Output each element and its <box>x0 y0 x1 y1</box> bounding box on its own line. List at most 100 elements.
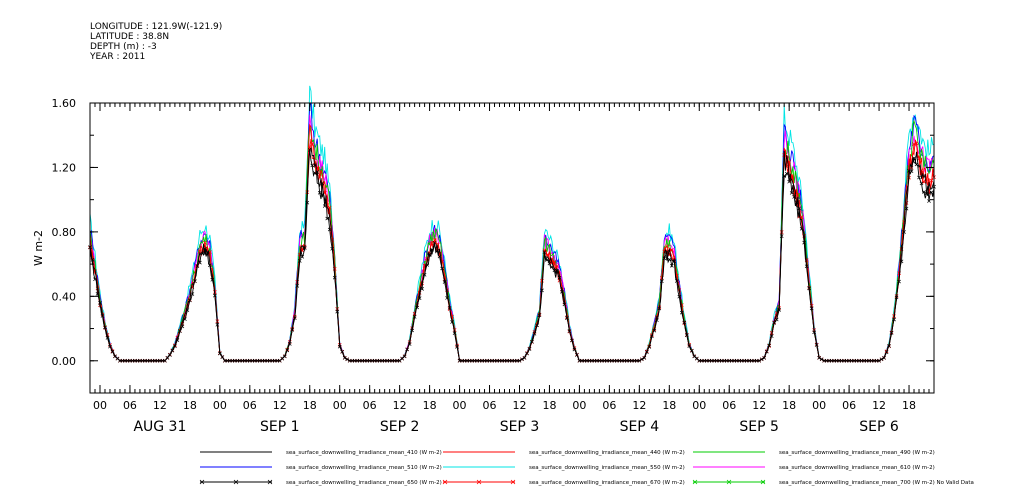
series-marker <box>689 348 694 353</box>
series-marker <box>919 181 924 186</box>
series-marker <box>555 269 559 273</box>
series-marker <box>220 355 225 360</box>
series-marker <box>797 206 802 211</box>
series-marker <box>812 330 816 335</box>
series-marker <box>168 353 172 357</box>
series-marker <box>188 298 192 303</box>
series-marker <box>445 296 449 300</box>
series-marker <box>530 339 534 344</box>
series-marker <box>652 328 657 333</box>
legend-marker <box>233 479 239 485</box>
series-marker <box>929 178 934 183</box>
series-marker <box>804 264 809 269</box>
series-marker <box>637 358 642 363</box>
legend-marker <box>692 479 698 485</box>
series-marker <box>647 345 652 349</box>
series-marker <box>757 358 762 363</box>
series-marker <box>200 251 205 256</box>
series-marker <box>819 357 824 362</box>
series-marker <box>437 254 442 259</box>
series-marker <box>193 279 197 284</box>
y-tick-label: 1.20 <box>52 161 77 174</box>
series-marker <box>90 257 95 262</box>
x-tick-label: 06 <box>602 399 616 412</box>
series-marker <box>817 356 821 360</box>
series-marker <box>405 347 409 352</box>
legend-marker <box>510 479 516 485</box>
series-marker <box>305 200 310 205</box>
series-marker <box>312 170 317 175</box>
series-marker <box>165 356 170 360</box>
series-marker <box>567 329 572 333</box>
series-marker <box>669 263 674 268</box>
series-marker <box>427 253 432 257</box>
series-marker <box>639 357 644 362</box>
x-tick-label: 18 <box>902 399 916 412</box>
legend-item: sea_surface_downwelling_irradiance_mean_… <box>442 479 685 486</box>
series-marker <box>170 348 175 353</box>
series-marker <box>560 289 564 294</box>
series-marker <box>799 226 804 231</box>
x-tick-label: 12 <box>512 399 526 412</box>
series-marker <box>317 175 322 179</box>
series-marker <box>789 191 794 195</box>
series-marker <box>432 238 437 242</box>
series-marker <box>447 306 452 310</box>
series-marker <box>677 294 682 299</box>
series-marker <box>532 331 537 336</box>
series-marker <box>682 320 687 325</box>
series-marker <box>649 334 654 339</box>
x-day-label: SEP 2 <box>380 419 420 435</box>
series-marker <box>767 343 772 348</box>
series-marker <box>777 308 782 312</box>
series-marker <box>914 141 919 146</box>
series-marker <box>103 325 107 330</box>
series-marker <box>555 264 559 268</box>
series-marker <box>882 356 886 360</box>
series-marker <box>809 306 814 311</box>
y-tick-label: 0.00 <box>52 355 77 368</box>
series-marker <box>664 244 669 249</box>
legend: sea_surface_downwelling_irradiance_mean_… <box>199 450 974 486</box>
series-marker <box>430 242 434 246</box>
series-marker <box>302 246 307 250</box>
series-marker <box>180 324 185 329</box>
series-marker <box>332 275 337 280</box>
series-marker <box>535 323 539 328</box>
plot-header: LONGITUDE : 121.9W(-121.9) LATITUDE : 38… <box>90 22 222 62</box>
series-marker <box>764 349 769 354</box>
series-marker <box>772 320 777 325</box>
series-marker <box>897 279 901 284</box>
series-marker <box>922 179 926 184</box>
legend-item: sea_surface_downwelling_irradiance_mean_… <box>443 450 685 456</box>
legend-marker <box>267 479 273 485</box>
series-marker <box>664 250 669 254</box>
series-marker <box>562 302 567 307</box>
series-marker <box>517 358 522 363</box>
legend-item: sea_surface_downwelling_irradiance_mean_… <box>693 450 935 456</box>
y-axis-label: W m-2 <box>32 230 45 266</box>
legend-item: sea_surface_downwelling_irradiance_mean_… <box>200 450 442 456</box>
series-marker <box>779 234 784 239</box>
series-marker <box>440 266 444 271</box>
legend-label: sea_surface_downwelling_irradiance_mean_… <box>286 450 442 456</box>
series-marker <box>537 313 542 318</box>
series-marker <box>110 349 115 354</box>
series-marker <box>557 275 562 280</box>
series-marker <box>345 357 350 362</box>
series-marker <box>892 317 896 322</box>
series-marker <box>917 156 921 161</box>
x-tick-label: 18 <box>662 399 676 412</box>
series-marker <box>550 265 554 269</box>
series-marker <box>105 336 110 340</box>
longitude-text: LONGITUDE : 121.9W(-121.9) <box>90 22 223 32</box>
series-marker <box>297 259 302 263</box>
series-marker <box>572 347 577 352</box>
series-marker <box>924 191 929 196</box>
legend-label: sea_surface_downwelling_irradiance_mean_… <box>779 450 935 456</box>
series-marker <box>98 301 102 305</box>
legend-marker <box>442 479 448 485</box>
legend-item: sea_surface_downwelling_irradiance_mean_… <box>199 479 442 486</box>
series-marker <box>769 334 774 338</box>
